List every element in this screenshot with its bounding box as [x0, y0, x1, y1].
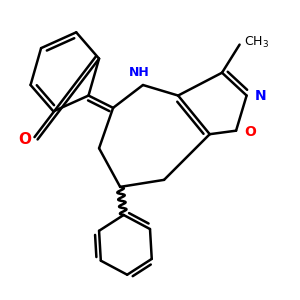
Text: CH$_3$: CH$_3$ — [244, 35, 269, 50]
Text: NH: NH — [128, 66, 149, 79]
Text: O: O — [244, 125, 256, 140]
Text: N: N — [254, 88, 266, 103]
Text: O: O — [18, 132, 31, 147]
